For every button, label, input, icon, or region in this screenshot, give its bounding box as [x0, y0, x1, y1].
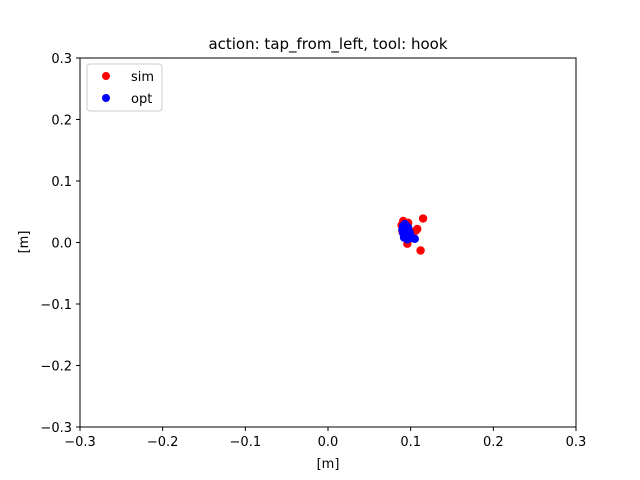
x-tick-label: −0.1: [230, 435, 262, 450]
data-point-opt: [410, 234, 419, 244]
x-tick-label: 0.2: [483, 435, 504, 450]
y-tick-label: −0.2: [40, 360, 72, 375]
ticks-layer: −0.3 −0.2 −0.1 0.0 0.1 0.2 0.3 −0.3 −0.2 −0.1 0.0 0…: [40, 52, 586, 450]
y-axis-label: [m]: [17, 231, 32, 254]
data-point-sim: [416, 246, 425, 255]
x-tick-label: 0.1: [400, 435, 421, 450]
x-tick-label: 0.3: [566, 435, 587, 450]
y-tick-label: −0.1: [40, 298, 72, 313]
legend-marker-sim: [102, 72, 110, 80]
y-tick-label: 0.0: [51, 237, 72, 252]
legend-marker-opt: [102, 94, 110, 102]
data-point-opt: [398, 225, 407, 234]
y-tick-label: −0.3: [40, 421, 72, 436]
y-tick-label: 0.2: [51, 114, 72, 129]
x-axis-label: [m]: [317, 457, 340, 472]
x-tick-label: 0.0: [318, 435, 339, 450]
x-tick-label: −0.3: [64, 435, 96, 450]
data-point-opt: [403, 235, 412, 244]
legend-label-opt: opt: [131, 92, 152, 107]
data-point-sim: [418, 214, 428, 223]
chart-title: action: tap_from_left, tool: hook: [208, 35, 447, 54]
y-tick-label: 0.1: [51, 175, 72, 190]
data-point-opt: [405, 228, 415, 237]
points-layer: [397, 214, 428, 255]
legend: sim opt: [86, 63, 163, 112]
y-tick-label: 0.3: [51, 52, 72, 67]
x-tick-label: −0.2: [147, 435, 179, 450]
legend-label-sim: sim: [131, 70, 154, 85]
